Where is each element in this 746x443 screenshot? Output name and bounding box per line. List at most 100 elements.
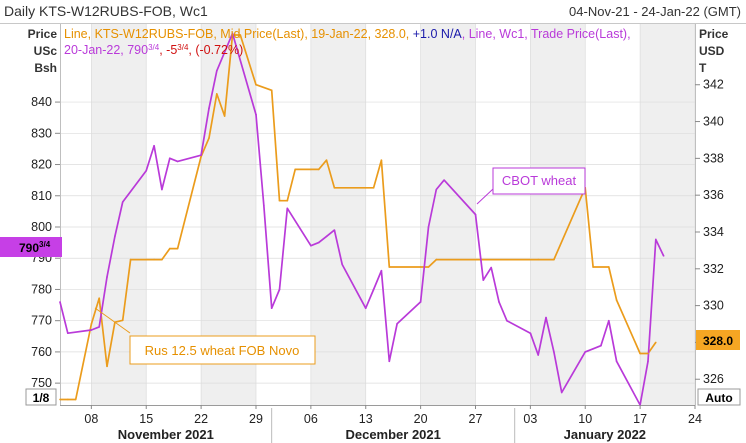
rus-data-point — [615, 299, 618, 301]
wheat-data-point — [584, 351, 587, 353]
legend-change-frac: 3/4 — [177, 43, 189, 52]
legend-line2-frac: 3/4 — [148, 43, 160, 52]
left-tick-label: 770 — [31, 314, 52, 328]
wheat-data-point — [333, 229, 336, 231]
auto-scale-box[interactable] — [697, 388, 741, 406]
right-tick-label: 336 — [703, 188, 724, 202]
rus-data-point — [239, 34, 242, 36]
wheat-data-point — [615, 360, 618, 363]
left-tick-label: 780 — [31, 282, 52, 296]
month-labels: November 2021 December 2021 January 2022 — [118, 408, 646, 443]
wheat-data-point — [106, 276, 108, 278]
legend-line2-tail: , -5 — [159, 43, 177, 57]
series-line-wheat[interactable] — [59, 32, 665, 406]
wheat-data-point — [161, 188, 163, 191]
chart-title: Daily KTS-W12RUBS-FOB, Wc1 — [4, 3, 208, 19]
wheat-data-point — [176, 160, 179, 163]
wheat-data-point — [600, 344, 602, 347]
wheat-data-point — [396, 323, 398, 325]
series-points-rus — [59, 34, 657, 401]
fraction-note-box[interactable] — [25, 388, 57, 406]
wheat-data-point — [545, 316, 547, 319]
wheat-data-point — [482, 279, 485, 281]
wheat-callout-pointer — [476, 188, 494, 205]
wheat-data-point — [506, 319, 508, 322]
x-tick-label: 27 — [469, 412, 483, 426]
rus-data-point — [90, 323, 93, 325]
shade-band — [420, 24, 476, 405]
x-tick-label: 08 — [84, 412, 98, 426]
wheat-data-point — [443, 179, 445, 181]
x-tick-label: 13 — [359, 412, 373, 426]
rus-data-point — [639, 352, 641, 355]
shade-band — [310, 24, 366, 405]
left-tick-label: 840 — [31, 95, 52, 109]
rus-callout-label: Rus 12.5 wheat FOB Novo — [145, 343, 300, 358]
legend-change-up: +1.0 — [413, 27, 438, 41]
week-shading — [91, 24, 695, 405]
rus-data-point — [419, 266, 422, 268]
x-tick-label: 10 — [578, 412, 592, 426]
wheat-data-point — [145, 169, 148, 172]
left-axis-unit-1: Price — [28, 27, 58, 41]
rus-data-point — [106, 365, 108, 368]
wheat-data-point — [208, 107, 210, 110]
rus-callout-box[interactable] — [129, 335, 316, 365]
wheat-data-point — [278, 288, 281, 291]
wheat-data-point — [647, 360, 649, 363]
legend-rest: , Line, Wc1, Trade Price(Last), — [462, 27, 631, 41]
x-tick-label: 17 — [633, 412, 647, 426]
rus-data-point — [607, 266, 610, 268]
right-tick-label: 338 — [703, 151, 724, 165]
x-tick-label: 29 — [249, 412, 263, 426]
rus-data-point — [223, 115, 226, 117]
x-tick-label: 22 — [194, 412, 208, 426]
wheat-data-point — [529, 332, 532, 334]
rus-data-point — [176, 247, 179, 250]
wheat-data-point — [341, 263, 344, 266]
left-tick-label: 750 — [31, 376, 52, 390]
legend-line-2: 20-Jan-22, 7903/4, -53/4, (-0.72%) — [64, 43, 243, 57]
fraction-note: 1/8 — [33, 391, 50, 405]
wheat-data-point — [67, 332, 69, 334]
wheat-data-point — [419, 301, 422, 303]
rus-data-point — [317, 168, 320, 171]
rus-data-point — [325, 159, 328, 162]
rus-data-point — [145, 258, 148, 261]
rus-data-point — [427, 266, 430, 268]
shade-band — [530, 24, 586, 405]
wheat-data-point — [435, 188, 438, 191]
right-axis-unit-3: T — [699, 61, 707, 75]
rus-data-point — [215, 93, 218, 95]
legend-change-pct: , (-0.72%) — [188, 43, 243, 57]
wheat-data-point — [98, 326, 100, 328]
wheat-data-point — [200, 154, 202, 156]
right-tick-label: 334 — [703, 225, 724, 239]
rus-data-point — [333, 187, 336, 189]
wheat-data-point — [427, 226, 430, 228]
wheat-callout-label: CBOT wheat — [502, 173, 577, 188]
series-points-wheat — [59, 32, 665, 406]
wheat-data-point — [662, 255, 665, 257]
right-axis-unit: Price USD T — [699, 27, 729, 75]
left-tick-label: 800 — [31, 220, 52, 234]
wheat-data-point — [490, 266, 492, 269]
wheat-callout-box[interactable] — [492, 167, 586, 195]
x-axis-ticks: 08 15 22 29 06 13 20 27 03 10 17 24 — [84, 405, 702, 426]
x-tick-label: 03 — [523, 412, 537, 426]
left-tick-label: 830 — [31, 126, 52, 140]
auto-scale-label: Auto — [705, 391, 732, 405]
wheat-data-point — [168, 157, 171, 160]
left-axis-unit-2: USc — [34, 44, 58, 58]
left-tick-label: 810 — [31, 189, 52, 203]
rus-data-point — [161, 258, 163, 261]
grid-lines — [60, 24, 696, 405]
wheat-last-value-frac: 3/4 — [39, 240, 51, 249]
rus-data-point — [286, 199, 289, 202]
x-tick-label: 24 — [688, 412, 702, 426]
month-label: November 2021 — [118, 427, 214, 442]
wheat-data-point — [607, 319, 610, 322]
right-axis-unit-2: USD — [699, 44, 725, 58]
wheat-data-point — [364, 307, 367, 309]
left-axis-unit-3: Bsh — [34, 61, 57, 75]
